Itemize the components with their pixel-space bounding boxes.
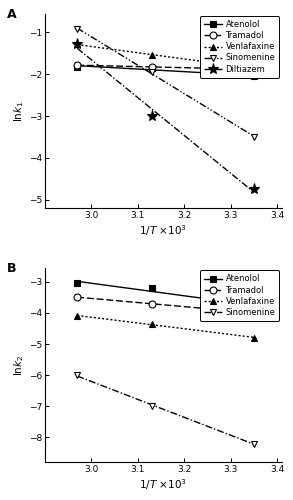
- Line: Venlafaxine: Venlafaxine: [74, 312, 258, 342]
- Y-axis label: ln$k_2$: ln$k_2$: [12, 354, 26, 376]
- Sinomenine: [252, 134, 256, 140]
- Text: A: A: [7, 8, 16, 20]
- X-axis label: $1/T$ ×10$^3$: $1/T$ ×10$^3$: [139, 222, 187, 238]
- Atenolol: [252, 304, 256, 310]
- Atenolol: [252, 74, 256, 80]
- Tramadol: [150, 300, 154, 306]
- Diltiazem: [150, 113, 154, 119]
- Sinomenine: [76, 26, 79, 32]
- Venlafaxine: [252, 335, 256, 341]
- X-axis label: $1/T$ ×10$^3$: $1/T$ ×10$^3$: [139, 477, 187, 492]
- Atenolol: [150, 285, 154, 291]
- Tramadol: [76, 294, 79, 300]
- Line: Atenolol: Atenolol: [74, 280, 258, 310]
- Venlafaxine: [150, 321, 154, 327]
- Diltiazem: [252, 186, 256, 192]
- Line: Venlafaxine: Venlafaxine: [74, 40, 258, 72]
- Tramadol: [252, 66, 256, 72]
- Atenolol: [76, 64, 79, 70]
- Diltiazem: [76, 41, 79, 47]
- Line: Sinomenine: Sinomenine: [74, 26, 258, 140]
- Sinomenine: [150, 404, 154, 409]
- Tramadol: [76, 62, 79, 68]
- Tramadol: [150, 64, 154, 70]
- Line: Sinomenine: Sinomenine: [74, 372, 258, 447]
- Y-axis label: ln$k_1$: ln$k_1$: [12, 100, 26, 122]
- Venlafaxine: [76, 41, 79, 47]
- Legend: Atenolol, Tramadol, Venlafaxine, Sinomenine, Diltiazem: Atenolol, Tramadol, Venlafaxine, Sinomen…: [200, 16, 280, 78]
- Sinomenine: [76, 372, 79, 378]
- Venlafaxine: [150, 52, 154, 59]
- Atenolol: [76, 280, 79, 286]
- Text: B: B: [7, 262, 16, 275]
- Venlafaxine: [76, 313, 79, 319]
- Sinomenine: [252, 440, 256, 446]
- Venlafaxine: [252, 65, 256, 71]
- Line: Diltiazem: Diltiazem: [72, 38, 260, 195]
- Sinomenine: [150, 69, 154, 75]
- Atenolol: [150, 65, 154, 71]
- Line: Tramadol: Tramadol: [74, 62, 258, 72]
- Tramadol: [252, 310, 256, 316]
- Line: Atenolol: Atenolol: [74, 63, 258, 80]
- Line: Tramadol: Tramadol: [74, 294, 258, 316]
- Legend: Atenolol, Tramadol, Venlafaxine, Sinomenine: Atenolol, Tramadol, Venlafaxine, Sinomen…: [200, 270, 280, 321]
